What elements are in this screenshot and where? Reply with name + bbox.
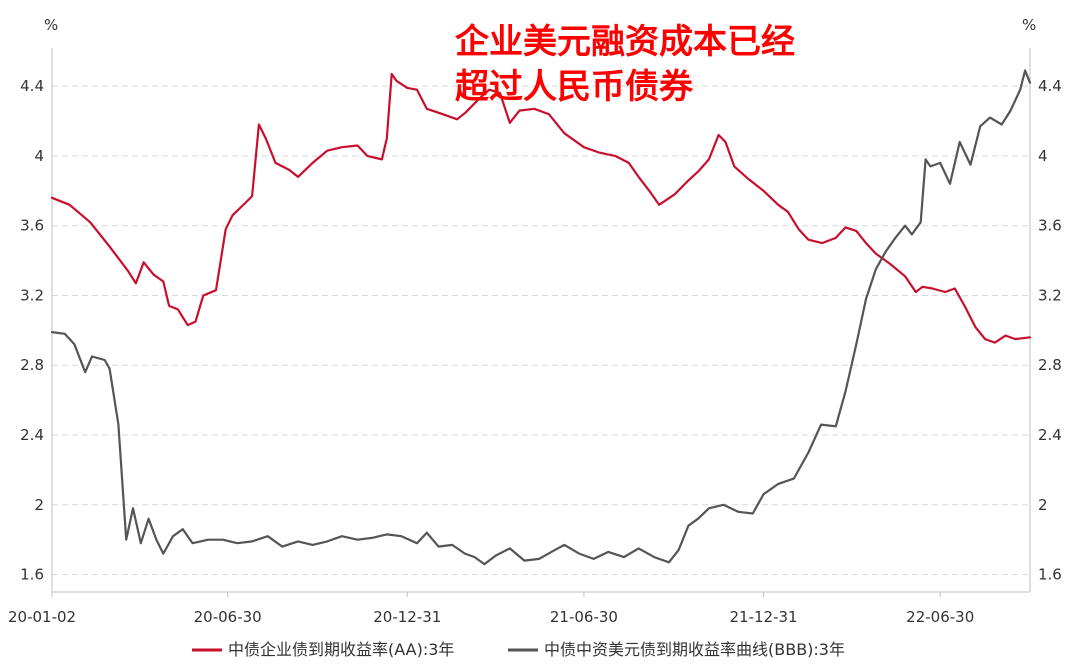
series-line-corporate-aa <box>50 72 1032 344</box>
x-tick-label: 21-12-31 <box>729 608 797 626</box>
x-tick-label: 20-12-31 <box>373 608 441 626</box>
y-tick-label-right: 4.4 <box>1038 77 1062 95</box>
left-axis-unit: % <box>44 16 58 34</box>
axes <box>51 48 1031 593</box>
series-line-usd-bbb <box>50 69 1032 566</box>
y-tick-label-left: 1.6 <box>20 566 44 584</box>
gridlines <box>52 85 1030 576</box>
y-tick-label-left: 2.4 <box>20 426 44 444</box>
y-tick-label-right: 1.6 <box>1038 566 1062 584</box>
y-tick-label-right: 2.4 <box>1038 426 1062 444</box>
y-tick-label-right: 2 <box>1038 496 1048 514</box>
y-tick-label-left: 3.2 <box>20 286 44 304</box>
right-y-tick-labels: 4.4 4 3.6 3.2 2.8 2.4 2 1.6 <box>1038 77 1062 583</box>
y-tick-label-right: 4 <box>1038 147 1048 165</box>
chart-annotation: 企业美元融资成本已经 超过人民币债券 <box>455 22 795 107</box>
y-tick-label-right: 3.2 <box>1038 286 1062 304</box>
y-tick-label-right: 3.6 <box>1038 217 1062 235</box>
x-tick-label: 22-06-30 <box>906 608 974 626</box>
y-tick-label-left: 3.6 <box>20 217 44 235</box>
x-tick-label: 20-06-30 <box>194 608 262 626</box>
y-tick-label-left: 4.4 <box>20 77 44 95</box>
series-lines <box>50 69 1032 566</box>
right-axis-unit: % <box>1022 16 1036 34</box>
annotation-line-2: 超过人民币债券 <box>455 67 694 107</box>
legend-label-usd-bbb: 中债中资美元债到期收益率曲线(BBB):3年 <box>544 640 845 659</box>
x-tick-label: 20-01-02 <box>8 608 76 626</box>
y-tick-label-left: 2.8 <box>20 356 44 374</box>
annotation-line-1: 企业美元融资成本已经 <box>455 22 795 62</box>
y-tick-label-left: 2 <box>34 496 44 514</box>
left-y-tick-labels: 4.4 4 3.6 3.2 2.8 2.4 2 1.6 <box>20 77 44 583</box>
x-tick-label: 21-06-30 <box>550 608 618 626</box>
x-tick-labels: 20-01-02 20-06-30 20-12-31 21-06-30 21-12-31… <box>8 592 974 626</box>
y-tick-label-right: 2.8 <box>1038 356 1062 374</box>
legend-label-corporate-aa: 中债企业债到期收益率(AA):3年 <box>228 640 454 659</box>
y-tick-label-left: 4 <box>34 147 44 165</box>
legend: 中债企业债到期收益率(AA):3年 中债中资美元债到期收益率曲线(BBB):3年 <box>192 640 845 659</box>
